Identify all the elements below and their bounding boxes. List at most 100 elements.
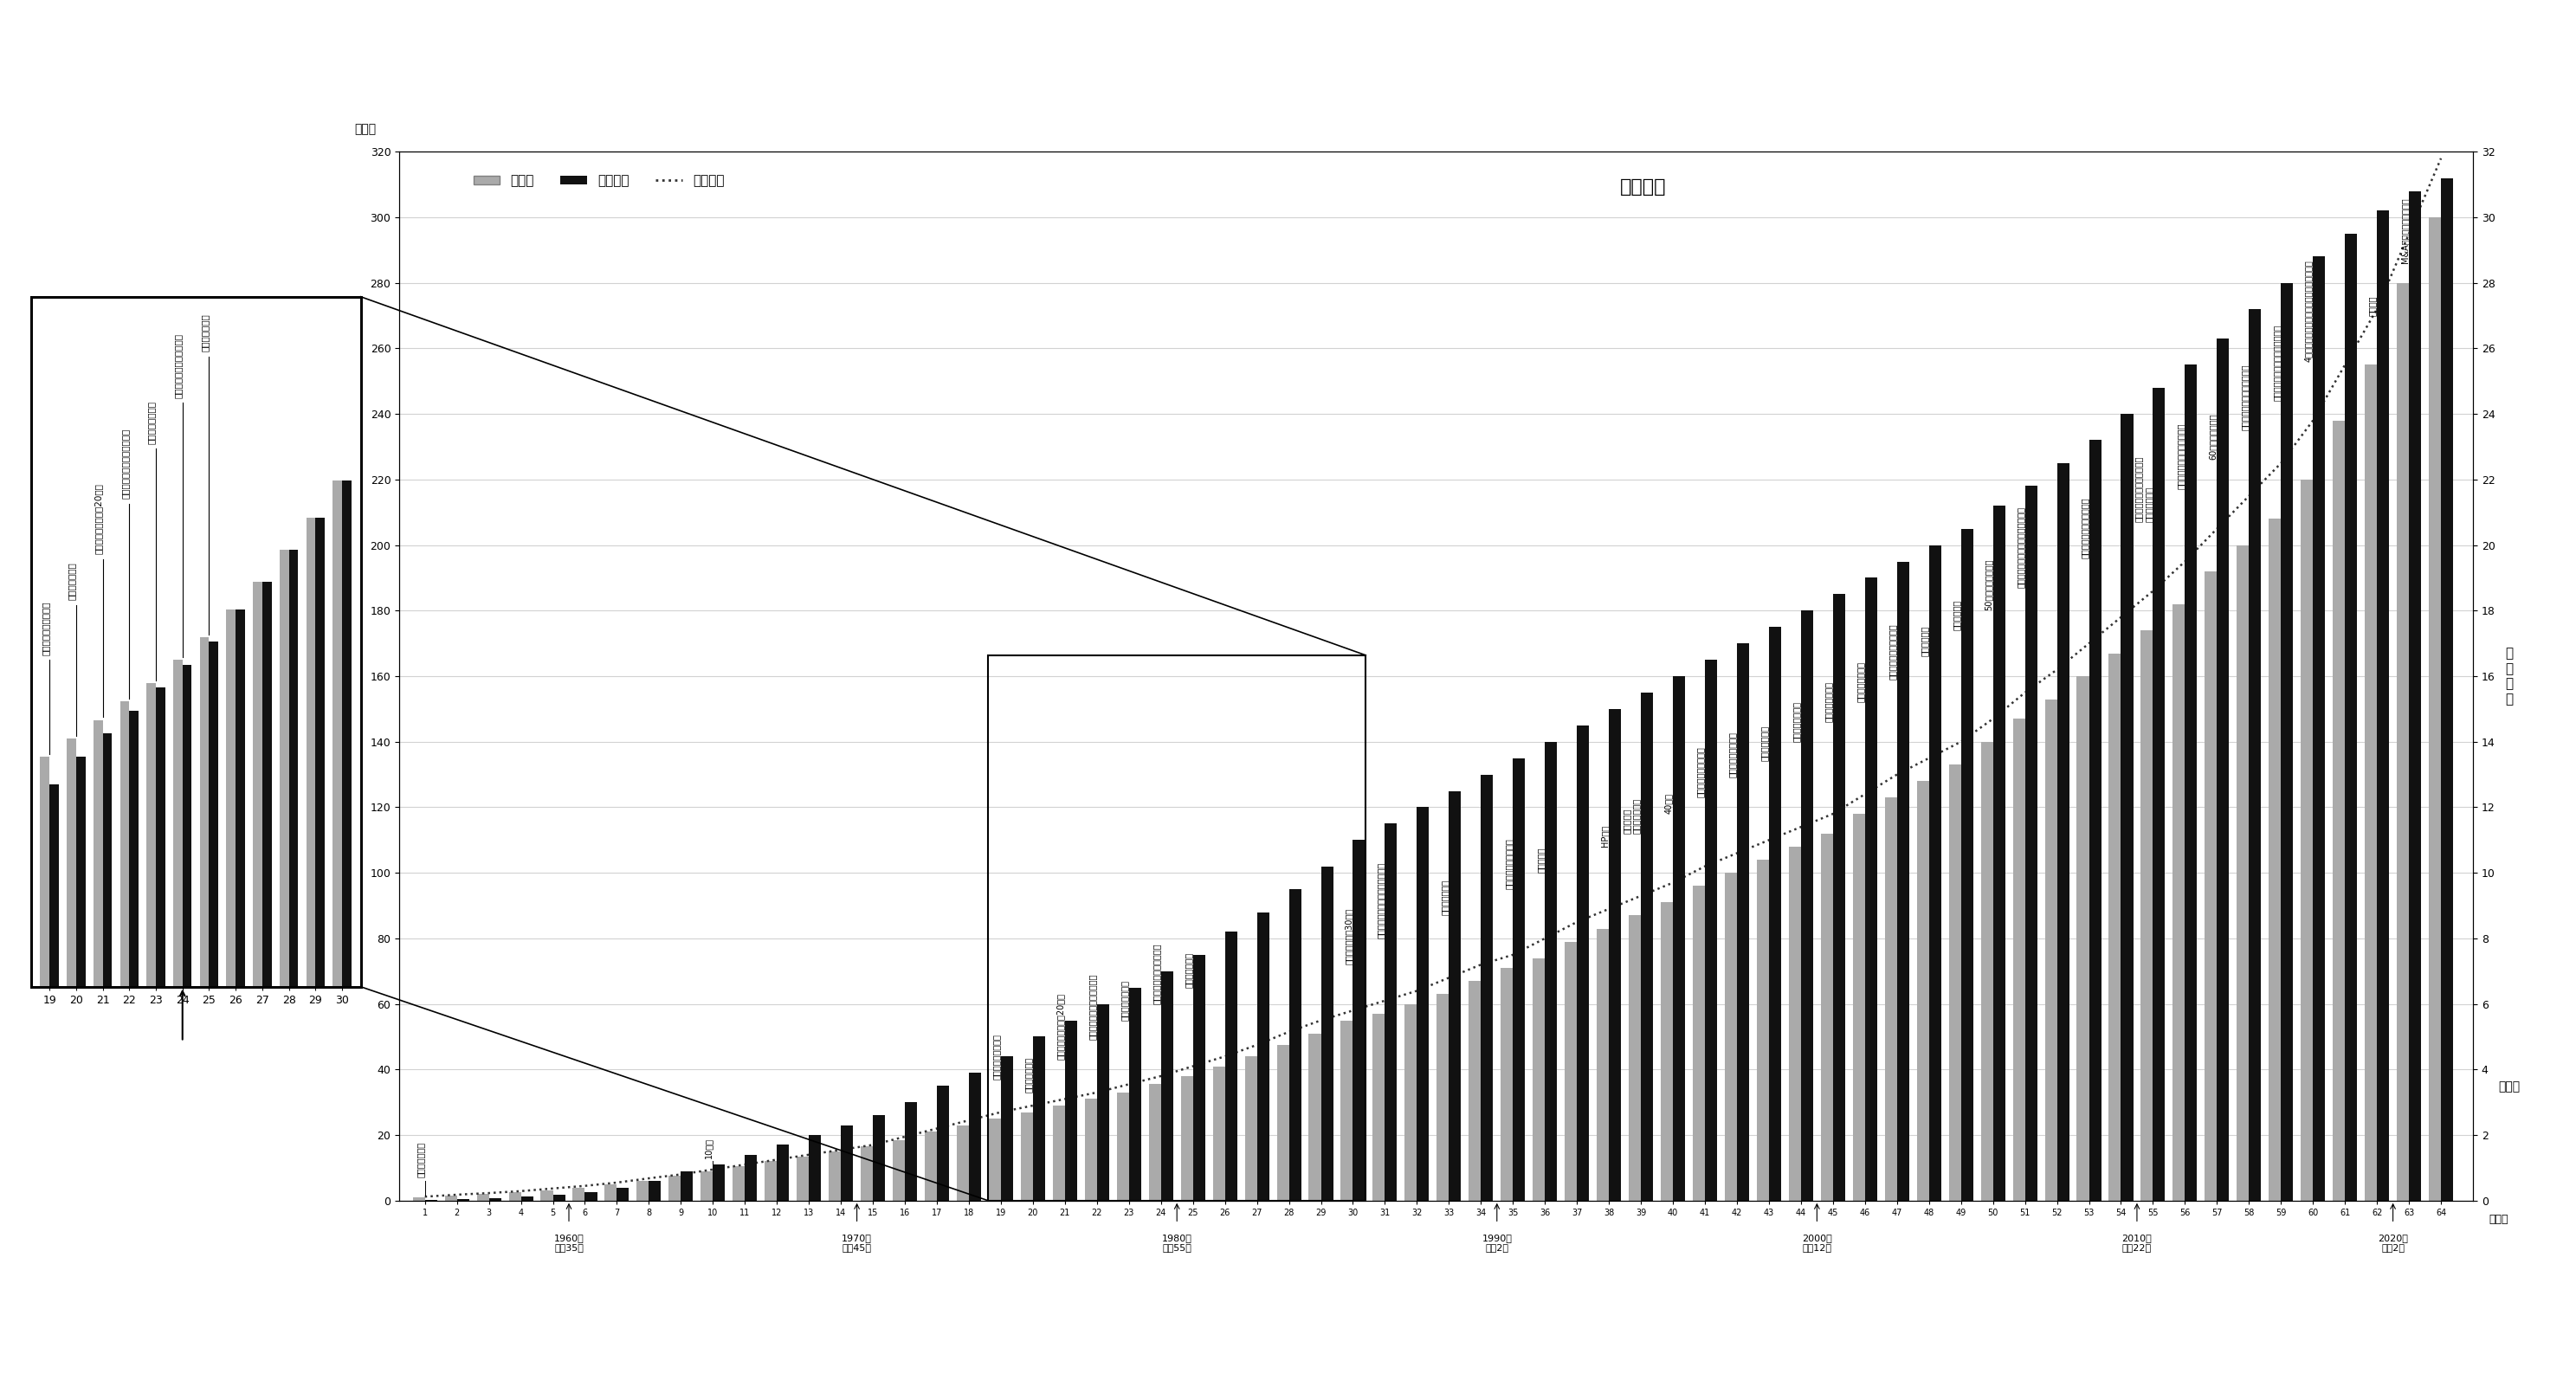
Bar: [1788, 847, 1801, 1201]
Bar: [1896, 562, 1909, 1201]
Text: ホットケーキスター: ホットケーキスター: [992, 1034, 1002, 1079]
Bar: [2076, 676, 2089, 1201]
Bar: [1278, 1045, 1288, 1201]
Text: ストリングモッツァレラ発売: ストリングモッツァレラ発売: [2177, 424, 2184, 490]
Bar: [2141, 631, 2154, 1201]
Text: 給与システム変更: 給与システム変更: [1121, 980, 1128, 1020]
Bar: [2045, 700, 2058, 1201]
Text: 1970年
昭和45年: 1970年 昭和45年: [842, 1234, 873, 1252]
Bar: [1288, 889, 1301, 1201]
Bar: [2172, 604, 2184, 1201]
Bar: [680, 1172, 693, 1201]
Text: ポーションマーガリン開始: ポーションマーガリン開始: [173, 333, 183, 397]
Bar: [2154, 388, 2164, 1201]
Bar: [281, 549, 289, 987]
Bar: [616, 1187, 629, 1201]
Bar: [121, 701, 129, 987]
Bar: [147, 683, 157, 987]
Text: 本社新社屋完成: 本社新社屋完成: [1185, 952, 1193, 988]
Bar: [1417, 807, 1430, 1201]
Text: （期）: （期）: [2488, 1214, 2509, 1225]
Bar: [1468, 981, 1481, 1201]
Bar: [670, 1176, 680, 1201]
Text: 1990年
平成2年: 1990年 平成2年: [1481, 1234, 1512, 1252]
Bar: [1672, 676, 1685, 1201]
Bar: [904, 1103, 917, 1201]
Bar: [1821, 834, 1834, 1201]
Bar: [1610, 709, 1620, 1201]
Bar: [1373, 1014, 1386, 1201]
Text: 10周年: 10周年: [703, 1137, 714, 1158]
Bar: [1386, 824, 1396, 1201]
Text: 50周年・北海道旅行: 50周年・北海道旅行: [1984, 559, 1994, 610]
Bar: [778, 1145, 788, 1201]
Bar: [234, 610, 245, 987]
Bar: [1917, 781, 1929, 1201]
Text: プレゼン大会開始: プレゼン大会開始: [1857, 662, 1865, 702]
Text: 2020年
令和2年: 2020年 令和2年: [2378, 1234, 2409, 1252]
Bar: [572, 1187, 585, 1201]
Bar: [1054, 1105, 1064, 1201]
Text: （億）: （億）: [355, 123, 376, 135]
Bar: [1628, 915, 1641, 1201]
Bar: [227, 610, 234, 987]
Bar: [2396, 283, 2409, 1201]
Bar: [1404, 1005, 1417, 1201]
Bar: [1226, 932, 1236, 1201]
Bar: [2012, 719, 2025, 1201]
Bar: [2205, 571, 2218, 1201]
Bar: [1950, 765, 1960, 1201]
Text: 東京営業所開設: 東京営業所開設: [1025, 1057, 1033, 1093]
Text: 事業計画開始・30周年: 事業計画開始・30周年: [1345, 908, 1352, 965]
Bar: [1994, 506, 2004, 1201]
Bar: [956, 1125, 969, 1201]
Text: マスコットキャラクター誕生
信貴バター発売: マスコットキャラクター誕生 信貴バター発売: [2136, 455, 2154, 522]
Bar: [1128, 988, 1141, 1201]
Bar: [1865, 578, 1878, 1201]
Bar: [1033, 1036, 1046, 1201]
Bar: [2313, 257, 2326, 1201]
Text: 阪神淡路大震災: 阪神淡路大震災: [1440, 880, 1448, 915]
Text: 提案制度スタート: 提案制度スタート: [1824, 682, 1834, 722]
Bar: [343, 480, 350, 987]
Text: 4度目の総投資を受、その他数々の賞を受賞: 4度目の総投資を受、その他数々の賞を受賞: [2306, 259, 2313, 362]
Text: 1980年
昭和55年: 1980年 昭和55年: [1162, 1234, 1193, 1252]
Bar: [49, 784, 59, 987]
Bar: [938, 1086, 948, 1201]
Bar: [649, 1181, 662, 1201]
Bar: [1564, 941, 1577, 1201]
Text: 泉大津工場建工: 泉大津工場建工: [1759, 726, 1770, 762]
Bar: [209, 642, 219, 987]
Bar: [1340, 1020, 1352, 1201]
Text: 会社案内ビデオ制作: 会社案内ビデオ制作: [1728, 731, 1736, 778]
Bar: [1084, 1098, 1097, 1201]
Bar: [1981, 742, 1994, 1201]
Bar: [1736, 643, 1749, 1201]
Bar: [1512, 758, 1525, 1201]
Bar: [520, 1196, 533, 1201]
Text: ガーリック
マーガリン開発: ガーリック マーガリン開発: [1623, 798, 1641, 834]
Bar: [157, 687, 165, 987]
Bar: [507, 1192, 520, 1201]
Bar: [1770, 627, 1780, 1201]
Bar: [1118, 1093, 1128, 1201]
Text: 2000年
平成12年: 2000年 平成12年: [1801, 1234, 1832, 1252]
Bar: [1437, 994, 1448, 1201]
Bar: [1213, 1067, 1226, 1201]
Bar: [2409, 192, 2421, 1201]
Bar: [2218, 338, 2228, 1201]
Bar: [332, 480, 343, 987]
Bar: [1641, 693, 1654, 1201]
Bar: [93, 720, 103, 987]
Bar: [456, 1199, 469, 1201]
Bar: [2365, 364, 2378, 1201]
Bar: [2120, 414, 2133, 1201]
Bar: [605, 1184, 616, 1201]
Bar: [636, 1181, 649, 1201]
Bar: [173, 660, 183, 987]
Text: ベビーチーズ・スライスチーズ開始: ベビーチーズ・スライスチーズ開始: [2017, 506, 2025, 588]
Bar: [252, 582, 263, 987]
Bar: [2236, 545, 2249, 1201]
Bar: [796, 1156, 809, 1201]
Bar: [129, 711, 139, 987]
